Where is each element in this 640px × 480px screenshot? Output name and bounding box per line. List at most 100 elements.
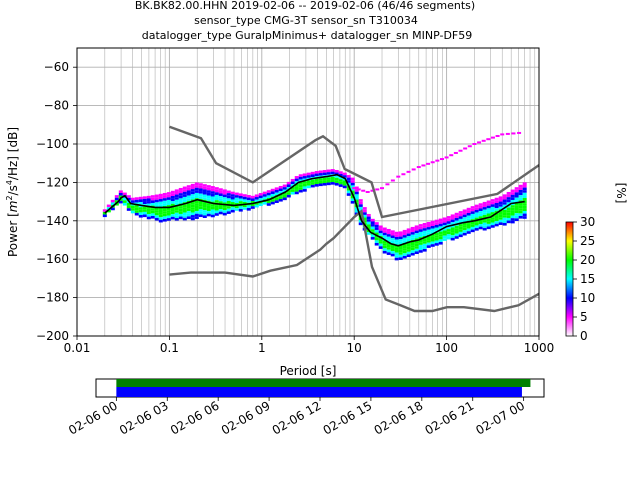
density-cell <box>414 246 419 249</box>
y-tick-label: −120 <box>36 175 69 189</box>
density-cell-sparse <box>385 183 390 186</box>
density-cell <box>490 206 495 210</box>
density-cell <box>294 191 299 195</box>
density-cell <box>474 222 479 226</box>
density-cell <box>206 185 211 188</box>
density-cell <box>462 219 467 223</box>
density-cell <box>214 189 219 193</box>
density-cell <box>510 199 515 203</box>
density-cell-sparse <box>416 166 421 169</box>
density-cell <box>366 219 371 222</box>
density-cell-sparse <box>361 189 366 192</box>
density-cell <box>466 218 471 221</box>
density-cell <box>478 208 483 212</box>
density-cell <box>306 175 311 178</box>
density-cell-sparse <box>477 141 482 144</box>
density-cell <box>506 204 511 208</box>
density-cell <box>158 219 163 223</box>
density-cell <box>506 215 511 218</box>
timeline-bars <box>116 379 531 397</box>
density-cell <box>478 203 483 206</box>
density-cell <box>378 241 383 244</box>
density-cell-sparse <box>365 191 370 193</box>
density-cell <box>490 201 495 205</box>
density-cell <box>222 189 227 193</box>
density-cell <box>186 211 191 214</box>
density-cell <box>142 211 147 215</box>
density-cell <box>170 214 175 217</box>
density-cell <box>234 205 239 209</box>
density-cell <box>346 180 351 183</box>
density-cell <box>150 213 155 216</box>
timeline-tick-label: 02-07 00 <box>473 398 527 437</box>
y-tick-label: −140 <box>36 214 69 228</box>
mean-psd-line <box>104 173 525 247</box>
density-cell <box>478 216 483 219</box>
density-cell <box>178 198 183 201</box>
density-cell <box>478 221 483 225</box>
density-cell <box>346 190 351 194</box>
density-cell <box>226 206 231 209</box>
density-cell <box>502 209 507 213</box>
density-cell <box>478 213 483 217</box>
density-cell-sparse <box>401 173 406 176</box>
density-cell <box>346 177 351 181</box>
density-cell <box>146 203 151 207</box>
density-cell <box>382 250 387 254</box>
density-cell <box>398 254 403 258</box>
density-cell <box>310 184 315 188</box>
density-cell <box>486 203 491 206</box>
density-cell <box>486 205 491 209</box>
density-cell <box>114 202 119 206</box>
density-cell <box>266 203 271 206</box>
density-cell <box>502 217 507 221</box>
density-cell <box>358 201 363 205</box>
density-cell <box>426 224 431 228</box>
density-cell <box>374 224 379 228</box>
density-cell <box>286 181 291 185</box>
density-cell-sparse <box>426 162 431 165</box>
density-cell <box>246 200 251 203</box>
density-cell <box>166 215 171 219</box>
density-cell <box>114 197 119 201</box>
density-cell <box>198 196 203 199</box>
psd-plot: 0.01 0.1 1 10 100 1000 −60 −80 −100 −120 −140 −160… <box>5 47 554 378</box>
density-cell <box>406 233 411 237</box>
density-cell <box>406 251 411 255</box>
density-cell <box>182 207 187 210</box>
density-cell <box>142 198 147 202</box>
density-cell <box>142 214 147 218</box>
density-cell <box>326 182 331 186</box>
density-cell <box>210 212 215 215</box>
density-cell <box>194 182 199 186</box>
density-cell <box>470 213 475 217</box>
x-tick-label: 0.01 <box>64 341 91 355</box>
density-cell <box>350 177 355 181</box>
density-cell <box>154 202 159 205</box>
density-cell <box>466 228 471 232</box>
density-cell <box>422 223 427 226</box>
density-cell <box>398 252 403 255</box>
density-cell <box>494 208 499 211</box>
density-cell <box>246 197 251 201</box>
density-cell <box>310 179 315 183</box>
density-cell <box>502 220 507 223</box>
density-cell <box>166 199 171 203</box>
density-cell <box>342 185 347 189</box>
density-cell <box>482 212 487 215</box>
density-cell-sparse <box>453 151 458 154</box>
density-cell <box>366 221 371 225</box>
density-cell <box>198 188 203 192</box>
density-cell <box>326 169 331 173</box>
density-cell <box>294 189 299 192</box>
density-cell <box>242 194 247 197</box>
density-cell <box>470 226 475 230</box>
density-cell <box>474 215 479 218</box>
density-cell <box>466 226 471 229</box>
density-cell <box>386 239 391 242</box>
density-cell <box>490 199 495 202</box>
density-cell <box>438 226 443 229</box>
density-cell <box>202 204 207 208</box>
density-cell-sparse <box>435 159 440 162</box>
density-cell <box>386 234 391 237</box>
